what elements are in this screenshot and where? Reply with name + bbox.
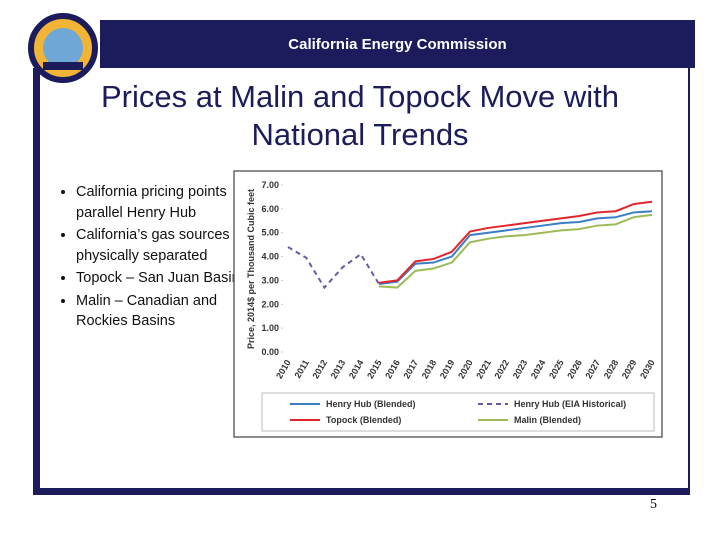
y-tick-label: 3.00 (261, 275, 279, 285)
bullet-list: California pricing points parallel Henry… (40, 182, 266, 334)
chart-frame (233, 170, 663, 438)
series-line (378, 200, 653, 284)
frame (688, 68, 690, 495)
bullet: Malin – Canadian and Rockies Basins (76, 291, 266, 332)
legend-label: Henry Hub (Blended) (326, 399, 416, 409)
y-tick-label: 6.00 (261, 204, 279, 214)
bullet: Topock – San Juan Basin (76, 268, 266, 289)
y-tick-label: 2.00 (261, 299, 279, 309)
frame (33, 488, 690, 495)
y-tick-label: 7.00 (261, 180, 279, 190)
y-tick-label: 5.00 (261, 228, 279, 238)
y-tick-label: 0.00 (261, 347, 279, 357)
frame (33, 68, 40, 495)
series-line (378, 210, 653, 285)
legend-frame (261, 392, 655, 432)
bullet: California pricing points parallel Henry… (76, 182, 266, 223)
slide-title: Prices at Malin and Topock Move with Nat… (100, 79, 620, 152)
bullet: California’s gas sources are physically … (76, 225, 266, 266)
legend-label: Topock (Blended) (326, 415, 401, 425)
y-tick-label: 4.00 (261, 252, 279, 262)
series-line (378, 213, 653, 289)
legend-label: Malin (Blended) (514, 415, 581, 425)
series-line (287, 246, 380, 290)
y-tick-label: 1.00 (261, 323, 279, 333)
page-number: 5 (650, 497, 657, 512)
banner: California Energy Commission (100, 20, 695, 68)
y-axis-label: Price, 2014$ per Thousand Cubic feet (246, 189, 256, 349)
logo (28, 13, 98, 83)
legend-label: Henry Hub (EIA Historical) (514, 399, 626, 409)
